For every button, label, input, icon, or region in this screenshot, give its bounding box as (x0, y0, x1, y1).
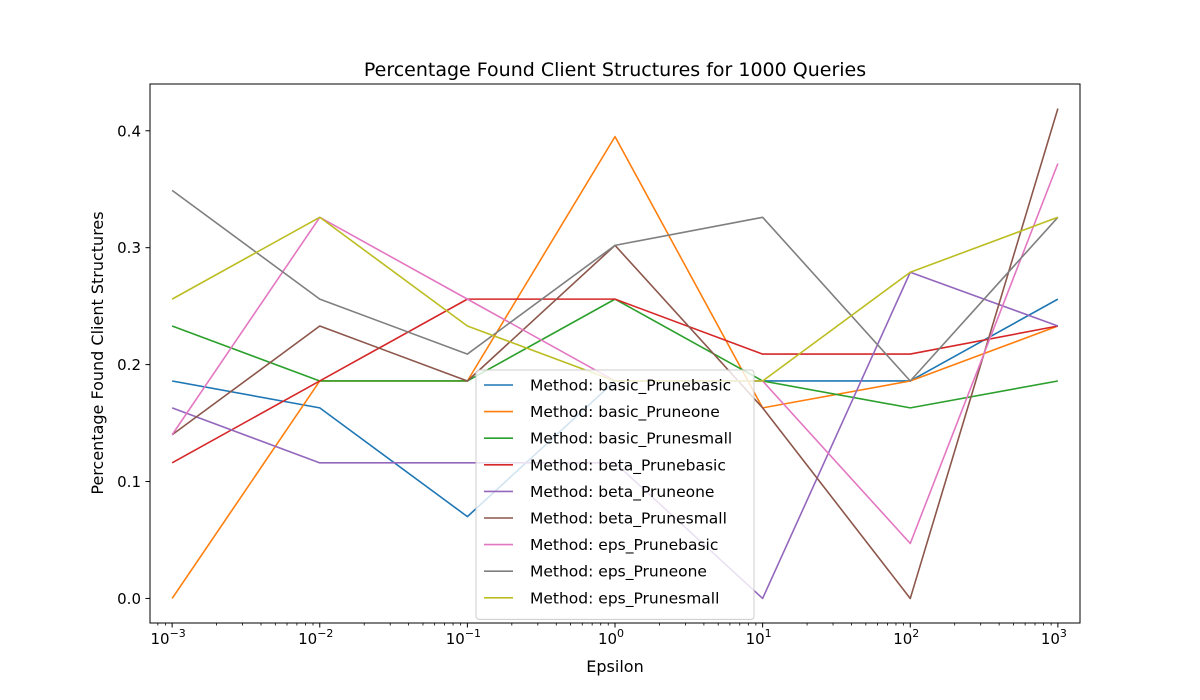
x-tick-label-exponent: 1 (765, 627, 772, 640)
x-tick-label-base: 10 (893, 630, 912, 648)
x-tick-label-exponent: −1 (465, 627, 481, 640)
y-tick-label: 0.4 (117, 122, 141, 140)
legend-label-3: Method: beta_Prunebasic (530, 456, 726, 475)
legend: Method: basic_Prunebasic Method: basic_Pr… (475, 369, 755, 620)
legend-label-8: Method: eps_Prunesmall (530, 589, 719, 608)
x-tick-label-exponent: 3 (1060, 627, 1067, 640)
legend-label-1: Method: basic_Pruneone (530, 403, 720, 422)
series-layer (171, 108, 1059, 600)
y-tick-label: 0.1 (117, 473, 141, 491)
x-tick-label-base: 10 (598, 630, 617, 648)
x-tick-label: 10−1 (446, 627, 481, 648)
series-line-3 (171, 298, 1059, 464)
y-tick-label: 0.0 (117, 590, 141, 608)
x-axis-label: Epsilon (586, 657, 643, 676)
x-tick-label-base: 10 (150, 630, 169, 648)
legend-box (475, 369, 755, 620)
x-tick-label-base: 10 (1041, 630, 1060, 648)
x-tick-label-exponent: 2 (912, 627, 919, 640)
x-axis: 10−3 10−2 10−1 100 101 102 103 (150, 623, 1067, 648)
x-tick-label: 10−2 (298, 627, 333, 648)
legend-label-2: Method: basic_Prunesmall (530, 430, 732, 449)
x-tick-label: 102 (893, 627, 919, 648)
x-tick-label: 10−3 (150, 627, 185, 648)
plot-area: 10−3 10−2 10−1 100 101 102 103 0.00.10.20.30.4 (117, 83, 1081, 648)
x-tick-label: 103 (1041, 627, 1067, 648)
x-tick-label-exponent: −3 (170, 627, 186, 640)
legend-label-0: Method: basic_Prunebasic (530, 377, 731, 396)
y-tick-label: 0.2 (117, 356, 141, 374)
x-tick-label-exponent: −2 (317, 627, 333, 640)
x-tick-label-base: 10 (746, 630, 765, 648)
legend-label-7: Method: eps_Pruneone (530, 563, 707, 582)
x-tick-label-base: 10 (446, 630, 465, 648)
legend-label-4: Method: beta_Pruneone (530, 483, 714, 502)
x-tick-label-exponent: 0 (617, 627, 624, 640)
legend-label-6: Method: eps_Prunebasic (530, 536, 718, 555)
x-tick-label: 101 (746, 627, 772, 648)
chart-title: Percentage Found Client Structures for 1… (364, 59, 866, 81)
x-tick-label-base: 10 (298, 630, 317, 648)
y-axis: 0.0 0.1 0.2 0.3 0.4 (117, 122, 150, 608)
legend-label-5: Method: beta_Prunesmall (530, 510, 727, 529)
series-line-7 (171, 189, 1059, 382)
y-axis-label: Percentage Found Client Structures (88, 211, 107, 494)
y-tick-label: 0.3 (117, 239, 141, 257)
x-tick-label: 100 (598, 627, 624, 648)
